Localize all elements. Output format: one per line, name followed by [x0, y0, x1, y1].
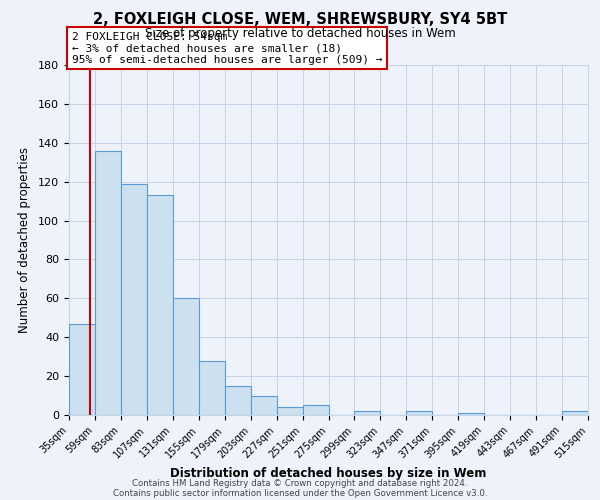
- Bar: [562, 411, 588, 415]
- Bar: [121, 184, 147, 415]
- Bar: [355, 411, 380, 415]
- Text: Size of property relative to detached houses in Wem: Size of property relative to detached ho…: [145, 28, 455, 40]
- Bar: [458, 413, 484, 415]
- Bar: [277, 407, 302, 415]
- Text: 2, FOXLEIGH CLOSE, WEM, SHREWSBURY, SY4 5BT: 2, FOXLEIGH CLOSE, WEM, SHREWSBURY, SY4 …: [93, 12, 507, 28]
- Y-axis label: Number of detached properties: Number of detached properties: [18, 147, 31, 333]
- Text: Contains public sector information licensed under the Open Government Licence v3: Contains public sector information licen…: [113, 488, 487, 498]
- Bar: [225, 386, 251, 415]
- Bar: [302, 406, 329, 415]
- Bar: [173, 298, 199, 415]
- Bar: [147, 196, 173, 415]
- Text: Contains HM Land Registry data © Crown copyright and database right 2024.: Contains HM Land Registry data © Crown c…: [132, 478, 468, 488]
- Bar: [199, 360, 224, 415]
- Bar: [95, 150, 121, 415]
- Text: 2 FOXLEIGH CLOSE: 54sqm
← 3% of detached houses are smaller (18)
95% of semi-det: 2 FOXLEIGH CLOSE: 54sqm ← 3% of detached…: [71, 32, 382, 65]
- Bar: [69, 324, 95, 415]
- Bar: [251, 396, 277, 415]
- Bar: [406, 411, 432, 415]
- X-axis label: Distribution of detached houses by size in Wem: Distribution of detached houses by size …: [170, 466, 487, 479]
